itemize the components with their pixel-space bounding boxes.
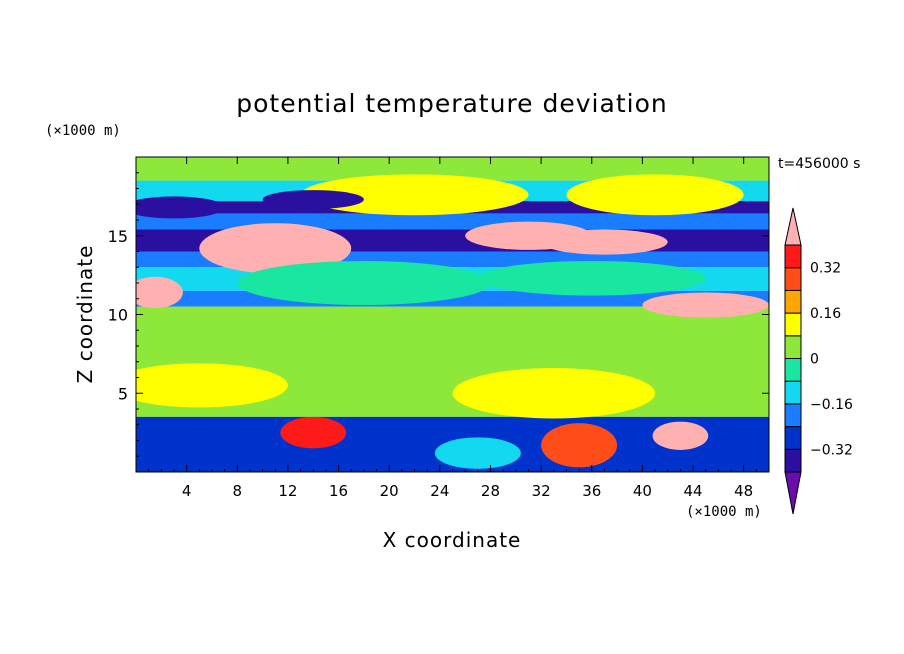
x-tick-label: 28: [481, 482, 500, 500]
colorbar-segment: [784, 289, 802, 314]
contour-band: [136, 213, 769, 230]
time-label: t=456000 s: [778, 156, 860, 172]
colorbar-segment: [784, 244, 802, 269]
y-unit-label: (×1000 m): [45, 123, 121, 139]
contour-blob: [237, 260, 491, 306]
x-tick-label: 32: [532, 482, 551, 500]
x-tick-label: 44: [683, 482, 702, 500]
colorbar-extend-bottom: [784, 471, 802, 515]
colorbar-label: 0: [810, 352, 819, 368]
x-unit-label: (×1000 m): [686, 504, 762, 520]
contour-blob: [566, 174, 744, 216]
x-tick-label: 12: [278, 482, 297, 500]
chart-title: potential temperature deviation: [236, 89, 667, 118]
contour-blob: [652, 421, 709, 450]
y-tick-label: 15: [108, 227, 128, 246]
colorbar-segment: [784, 380, 802, 405]
x-axis-ticks: 4 8 12 16 20 24 28 32 36 40 44 48: [148, 157, 757, 500]
colorbar-segment: [784, 312, 802, 337]
colorbar: 0.32 0.16 0 −0.16 −0.32: [784, 207, 853, 515]
y-tick-label: 10: [108, 306, 128, 325]
colorbar-segment: [784, 448, 802, 473]
colorbar-label: −0.16: [810, 397, 853, 413]
x-tick-label: 48: [734, 482, 753, 500]
y-axis-label: Z coordinate: [73, 245, 97, 384]
colorbar-segment: [784, 267, 802, 291]
contour-blob: [262, 190, 364, 209]
colorbar-label: 0.16: [810, 306, 841, 322]
contour-blob: [541, 423, 618, 468]
x-axis-label: X coordinate: [383, 528, 522, 552]
x-tick-label: 24: [430, 482, 449, 500]
contour-blob: [199, 223, 352, 274]
colorbar-label: −0.32: [810, 442, 853, 458]
contour-blob: [434, 437, 521, 469]
colorbar-label: 0.32: [810, 261, 841, 277]
contour-blob: [136, 276, 183, 309]
contour-blob: [280, 416, 347, 449]
contour-blob: [541, 229, 668, 255]
x-tick-label: 16: [329, 482, 348, 500]
colorbar-segment: [784, 358, 802, 382]
contour-blob: [136, 196, 225, 219]
contour-blob: [136, 363, 288, 408]
x-tick-label: 4: [182, 482, 192, 500]
contour-band: [136, 157, 769, 181]
colorbar-segment: [784, 426, 802, 450]
x-tick-label: 20: [380, 482, 399, 500]
plot-area: [136, 157, 769, 472]
contour-blob: [642, 292, 769, 318]
y-tick-label: 5: [118, 384, 128, 403]
contour-blob: [477, 260, 706, 296]
colorbar-extend-top: [784, 207, 802, 246]
x-tick-label: 40: [633, 482, 652, 500]
contour-blob: [452, 368, 656, 419]
contour-blob: [300, 174, 529, 216]
colorbar-segment: [784, 403, 802, 428]
x-tick-label: 8: [233, 482, 243, 500]
y-axis-ticks: 5 10 15: [108, 172, 769, 457]
contour-blobs: [136, 174, 769, 469]
x-tick-label: 36: [582, 482, 601, 500]
colorbar-segment: [784, 335, 802, 359]
